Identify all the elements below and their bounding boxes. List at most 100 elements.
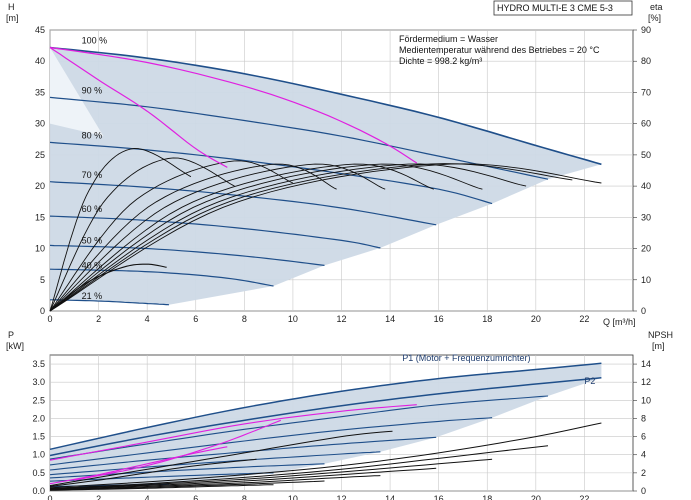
- speed-label: 21 %: [82, 291, 103, 301]
- efficiency-curve: [49, 163, 602, 312]
- efficiency-curve: [49, 163, 527, 312]
- top-right-axis-unit: [%]: [648, 13, 661, 23]
- speed-label: 100 %: [82, 36, 108, 46]
- power-npsh-panel: 0 2 4 6 8 10 12 14 16 18 20 220.00.51.01.52.02.53.0…: [6, 330, 673, 500]
- efficiency-curve: [49, 163, 337, 312]
- bottom-right-axis-title: NPSH: [648, 330, 673, 340]
- head-curve-40pct: [49, 268, 274, 287]
- speed-label: 80 %: [82, 131, 103, 141]
- npsh-curve: [49, 458, 257, 487]
- top-x-tick-label: 2: [96, 314, 101, 324]
- top-x-tick-label: 8: [242, 314, 247, 324]
- top-y-right-tick-label: 50: [641, 150, 651, 160]
- efficiency-curve: [49, 157, 235, 312]
- top-y-right-tick-label: 40: [641, 181, 651, 191]
- efficiency-curve: [49, 163, 483, 312]
- top-x-tick-label: 20: [531, 314, 541, 324]
- bottom-y-right-tick-label: 12: [641, 377, 651, 387]
- top-y-right-tick-label: 30: [641, 212, 651, 222]
- npsh-curve: [49, 422, 602, 488]
- top-x-tick-label: 6: [193, 314, 198, 324]
- top-accent-curve: [49, 46, 418, 164]
- top-y-left-tick-label: 30: [35, 119, 45, 129]
- head-efficiency-panel: 0 2 4 6 8 10 12 14 16 18 20 22 0 5 10 15 20 25 30 35 40 45 0 10…: [6, 2, 663, 327]
- bottom-y-right-tick-label: 6: [641, 432, 646, 442]
- power-curve: [49, 395, 549, 460]
- top-x-tick-label: 12: [336, 314, 346, 324]
- title-box: [493, 0, 633, 16]
- efficiency-curve: [49, 148, 192, 312]
- npsh-curve: [49, 480, 325, 491]
- bottom-accent-curve: [49, 446, 228, 485]
- power-curve: [49, 377, 602, 457]
- bottom-y-right-tick-label: 2: [641, 468, 646, 478]
- annotation-medium: Fördermedium = Wasser: [399, 34, 498, 44]
- head-curve-21pct: [50, 299, 170, 306]
- bottom-x-tick-label: 14: [385, 494, 395, 500]
- bottom-x-tick-label: 20: [531, 494, 541, 500]
- top-y-left-tick-label: 25: [35, 150, 45, 160]
- bottom-left-axis-unit: [kW]: [6, 341, 24, 351]
- speed-label: 50 %: [82, 235, 103, 245]
- power-curve: [49, 417, 493, 466]
- head-curve-100pct: [49, 46, 602, 166]
- bottom-x-tick-label: 18: [482, 494, 492, 500]
- npsh-curve: [49, 430, 393, 487]
- top-x-tick-label: 4: [145, 314, 150, 324]
- top-y-left-tick-label: 40: [35, 56, 45, 66]
- top-y-left-tick-label: 45: [35, 25, 45, 35]
- bottom-y-right-tick-label: 4: [641, 450, 646, 460]
- bottom-x-tick-label: 0: [47, 494, 52, 500]
- efficiency-curve: [49, 163, 434, 312]
- top-x-tick-label: 16: [434, 314, 444, 324]
- power-curve: [49, 362, 602, 451]
- head-curve-70pct: [49, 181, 437, 226]
- top-y-left-tick-label: 0: [40, 306, 45, 316]
- annotation-density: Dichte = 998.2 kg/m³: [399, 56, 482, 66]
- top-x-tick-label: 10: [288, 314, 298, 324]
- npsh-curve: [49, 484, 274, 491]
- efficiency-curve: [49, 160, 294, 312]
- power-curve: [49, 436, 437, 471]
- bottom-x-tick-label: 6: [193, 494, 198, 500]
- speed-label: 70 %: [82, 170, 103, 180]
- npsh-curve: [49, 475, 381, 491]
- top-y-right-tick-label: 80: [641, 56, 651, 66]
- bottom-y-left-tick-label: 2.0: [32, 413, 45, 423]
- power-series-label: P1 (Motor + Frequenzumrichter): [402, 353, 530, 363]
- npsh-curve: [49, 458, 493, 490]
- bottom-y-right-tick-label: 8: [641, 413, 646, 423]
- bottom-y-left-tick-label: 1.5: [32, 432, 45, 442]
- top-y-right-tick-label: 90: [641, 25, 651, 35]
- bottom-x-tick-label: 10: [288, 494, 298, 500]
- speed-label: 90 %: [82, 86, 103, 96]
- top-y-right-tick-label: 10: [641, 275, 651, 285]
- bottom-x-tick-label: 16: [434, 494, 444, 500]
- bottom-accent-curve: [49, 404, 417, 461]
- head-curve-60pct: [49, 215, 381, 249]
- top-x-tick-label: 0: [47, 314, 52, 324]
- bottom-y-left-tick-label: 3.0: [32, 377, 45, 387]
- bottom-x-tick-label: 4: [145, 494, 150, 500]
- head-curve-90pct: [49, 96, 549, 180]
- bottom-accent-curve: [74, 419, 281, 481]
- efficiency-curve: [49, 163, 573, 312]
- bottom-left-axis-title: P: [8, 330, 14, 340]
- bottom-y-left-tick-label: 2.5: [32, 395, 45, 405]
- head-curve-50pct: [49, 244, 325, 266]
- speed-label: 60 %: [82, 204, 103, 214]
- bottom-x-tick-label: 8: [242, 494, 247, 500]
- npsh-curve: [49, 467, 437, 490]
- bottom-y-right-tick-label: 10: [641, 395, 651, 405]
- efficiency-curve-low-speed: [49, 263, 167, 312]
- bottom-y-left-tick-label: 0.5: [32, 468, 45, 478]
- bottom-right-axis-unit: [m]: [652, 341, 665, 351]
- top-y-right-tick-label: 0: [641, 306, 646, 316]
- top-x-axis-title: Q [m³/h]: [603, 317, 636, 327]
- top-accent-curve: [49, 47, 228, 168]
- top-right-axis-title: eta: [650, 2, 663, 12]
- top-y-right-tick-label: 20: [641, 244, 651, 254]
- speed-label: 40 %: [82, 260, 103, 270]
- top-left-axis-unit: [m]: [6, 13, 19, 23]
